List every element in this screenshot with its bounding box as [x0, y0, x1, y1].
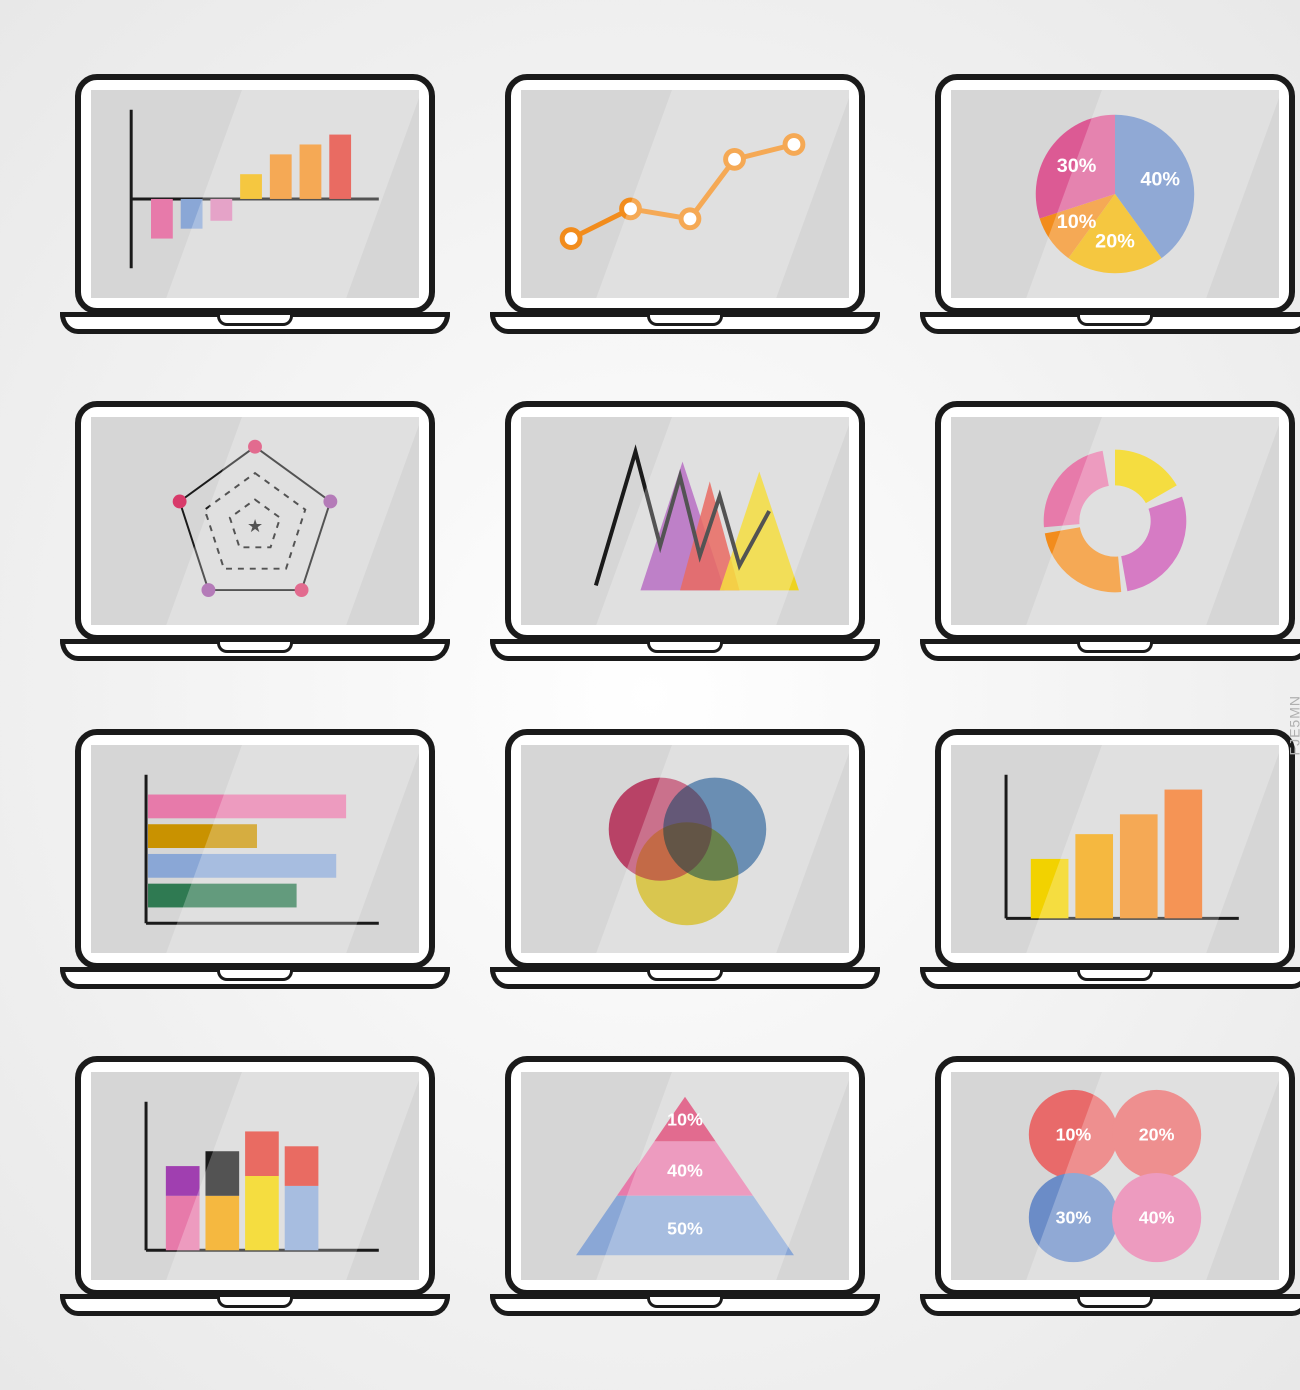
svg-text:50%: 50%	[667, 1219, 703, 1239]
bar-posneg-chart	[91, 90, 419, 298]
svg-text:20%: 20%	[1139, 1125, 1175, 1145]
radar-chart: ★	[91, 417, 419, 625]
vbar-chart	[951, 745, 1279, 953]
svg-text:40%: 40%	[1140, 168, 1180, 190]
svg-text:10%: 10%	[1056, 1125, 1092, 1145]
laptop-vbar	[920, 715, 1300, 1003]
laptop-petals: 10% 20% 30% 40%	[920, 1043, 1300, 1331]
svg-text:20%: 20%	[1095, 230, 1135, 252]
chart-icon-grid: 40%20%10%30% ★	[0, 0, 1300, 1390]
watermark-text: FJE5MN	[1286, 695, 1300, 755]
laptop-line	[490, 60, 880, 348]
laptop-hbar	[60, 715, 450, 1003]
svg-text:★: ★	[247, 516, 263, 536]
donut-chart	[951, 417, 1279, 625]
venn-chart	[521, 745, 849, 953]
pyramid-chart: 10% 40% 50%	[521, 1072, 849, 1280]
svg-text:10%: 10%	[1057, 211, 1097, 233]
laptop-radar: ★	[60, 388, 450, 676]
svg-text:10%: 10%	[667, 1110, 703, 1130]
laptop-pyramid: 10% 40% 50%	[490, 1043, 880, 1331]
laptop-pie: 40% 20%10% 30%	[920, 60, 1300, 348]
svg-text:30%: 30%	[1057, 155, 1097, 177]
petal-chart: 10% 20% 30% 40%	[951, 1072, 1279, 1280]
svg-text:40%: 40%	[667, 1161, 703, 1181]
laptop-venn	[490, 715, 880, 1003]
laptop-bar-posneg	[60, 60, 450, 348]
laptop-area	[490, 388, 880, 676]
svg-text:40%: 40%	[1139, 1208, 1175, 1228]
laptop-stacked	[60, 1043, 450, 1331]
line-chart	[521, 90, 849, 298]
stacked-bar-chart	[91, 1072, 419, 1280]
area-zigzag-chart	[521, 417, 849, 625]
svg-text:30%: 30%	[1056, 1208, 1092, 1228]
laptop-donut	[920, 388, 1300, 676]
hbar-chart	[91, 745, 419, 953]
pie-chart: 40% 20%10% 30%	[951, 90, 1279, 298]
